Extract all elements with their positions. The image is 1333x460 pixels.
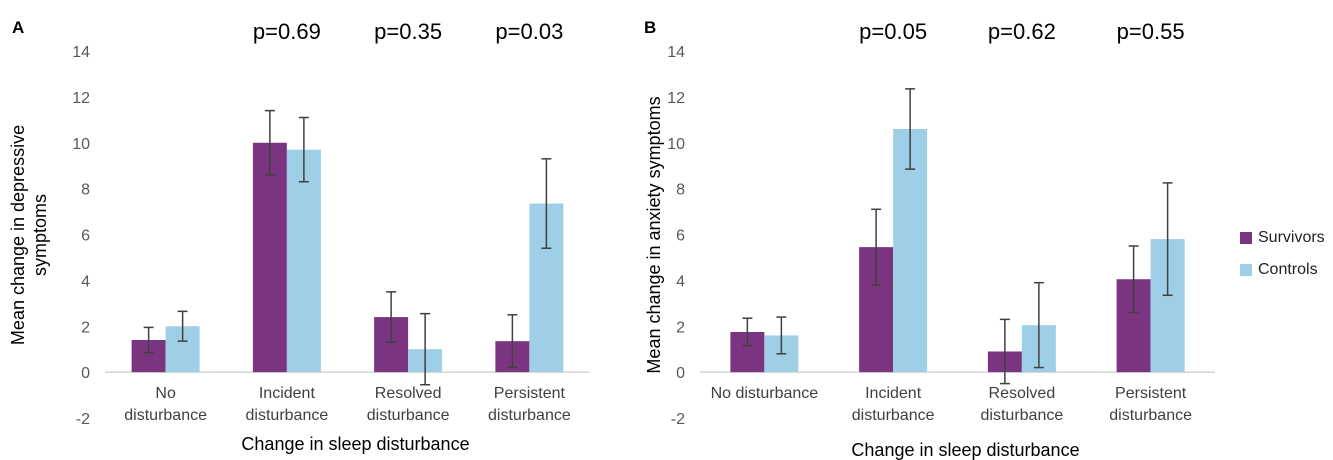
y-tick-label: 4: [676, 273, 685, 290]
x-tick-label: Incident disturbance: [246, 385, 329, 424]
x-tick-label: Resolved disturbance: [981, 385, 1064, 424]
x-tick-label-line: disturbance: [367, 407, 450, 424]
legend-label-controls: Controls: [1258, 261, 1318, 278]
x-tick-label: No disturbance: [711, 385, 819, 402]
x-axis-title: Change in sleep disturbance: [241, 434, 469, 454]
y-tick-label: 10: [72, 136, 90, 153]
p-value-label: p=0.03: [495, 19, 563, 44]
p-value-label: p=0.62: [988, 19, 1056, 44]
y-tick-label: -2: [671, 411, 685, 428]
x-tick-label-line: disturbance: [246, 407, 329, 424]
y-axis-title-line: symptoms: [30, 194, 50, 276]
y-tick-label: 0: [81, 365, 90, 382]
y-axis-title: Mean change in depressive symptoms: [8, 125, 50, 345]
chart-panel-b: B -2 0 2 4 6 8 10 12 14 No disturbance Incident dist…: [644, 18, 1215, 460]
bar-controls: [286, 149, 321, 373]
y-tick-label: 8: [676, 182, 685, 199]
x-tick-label: Persistent disturbance: [1109, 385, 1192, 424]
y-tick-label: 12: [72, 90, 90, 107]
x-tick-label: Persistent disturbance: [488, 385, 571, 424]
x-tick-label-line: Incident: [259, 385, 316, 402]
y-tick-label: -2: [76, 411, 90, 428]
legend-label-survivors: Survivors: [1258, 229, 1325, 246]
y-tick-label: 6: [81, 228, 90, 245]
x-tick-label: No disturbance: [124, 385, 207, 424]
legend-swatch-controls: [1240, 264, 1252, 276]
x-tick-label-line: Resolved: [989, 385, 1056, 402]
p-value-label: p=0.69: [253, 19, 321, 44]
y-tick-label: 4: [81, 273, 90, 290]
panel-label: B: [644, 18, 656, 37]
p-value-label: p=0.55: [1117, 19, 1185, 44]
x-tick-label-line: Persistent: [1115, 385, 1187, 402]
y-tick-label: 14: [667, 44, 685, 61]
x-tick-label-line: Resolved: [375, 385, 442, 402]
legend-item-survivors: Survivors: [1240, 222, 1325, 254]
x-tick-label-line: disturbance: [488, 407, 571, 424]
x-tick-label-line: No disturbance: [711, 385, 819, 402]
x-tick-label: Incident disturbance: [852, 385, 935, 424]
p-value-label: p=0.35: [374, 19, 442, 44]
x-tick-label-line: Persistent: [494, 385, 566, 402]
y-tick-label: 10: [667, 136, 685, 153]
x-axis-title: Change in sleep disturbance: [851, 440, 1079, 460]
x-tick-label-line: disturbance: [1109, 407, 1192, 424]
y-tick-label: 12: [667, 90, 685, 107]
y-axis-title: Mean change in anxiety symptoms: [644, 96, 664, 373]
legend-swatch-survivors: [1240, 232, 1252, 244]
y-tick-label: 0: [676, 365, 685, 382]
x-tick-label-line: No: [155, 385, 176, 402]
p-value-label: p=0.05: [859, 19, 927, 44]
y-tick-label: 2: [81, 319, 90, 336]
x-tick-label: Resolved disturbance: [367, 385, 450, 424]
x-tick-label-line: disturbance: [981, 407, 1064, 424]
x-tick-label-line: disturbance: [852, 407, 935, 424]
legend-item-controls: Controls: [1240, 254, 1325, 286]
y-axis-title-line: Mean change in anxiety symptoms: [644, 96, 664, 373]
y-axis-title-line: Mean change in depressive: [8, 125, 28, 345]
y-tick-label: 6: [676, 228, 685, 245]
y-tick-label: 14: [72, 44, 90, 61]
y-tick-label: 2: [676, 319, 685, 336]
legend: Survivors Controls: [1240, 222, 1325, 286]
bar-survivors: [252, 142, 287, 373]
panel-label: A: [12, 18, 24, 37]
chart-panel-a: A -2 0 2 4 6 8 10 12 14 No disturbance Incident distu…: [8, 18, 590, 454]
y-tick-label: 8: [81, 182, 90, 199]
x-tick-label-line: Incident: [865, 385, 922, 402]
x-tick-label-line: disturbance: [124, 407, 207, 424]
